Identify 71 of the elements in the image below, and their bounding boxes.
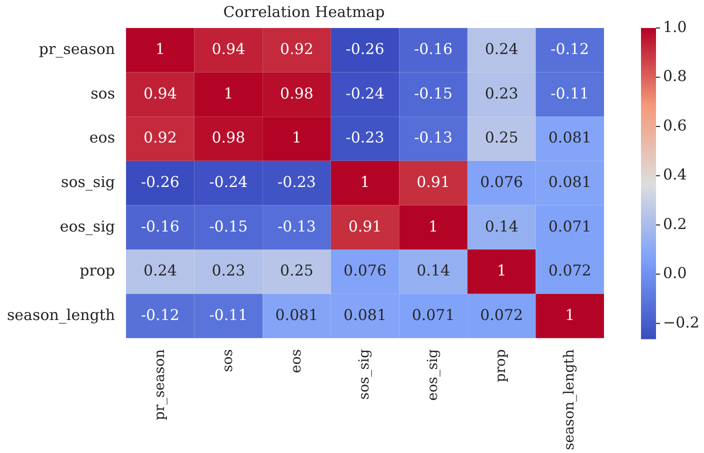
color-bar-label: 0.2 — [663, 214, 687, 233]
color-bar-label: 1.0 — [663, 18, 687, 36]
data-label: 1 — [360, 172, 370, 191]
data-label: -0.15 — [414, 84, 453, 102]
data-label: 1 — [496, 262, 506, 280]
data-label: 0.076 — [344, 262, 386, 280]
color-bar-label: 0.8 — [663, 67, 687, 86]
data-label: 0.14 — [484, 217, 518, 236]
data-label: 0.92 — [280, 40, 314, 58]
x-tick-label: eos_sig — [424, 349, 441, 401]
data-label: -0.16 — [140, 217, 180, 236]
y-tick-label: eos_sig — [60, 217, 116, 236]
data-label: 0.072 — [480, 306, 524, 324]
data-label: 1 — [155, 40, 165, 58]
data-label: 0.081 — [275, 306, 318, 324]
x-tick-label: sos_sig — [356, 349, 373, 400]
data-label: 0.081 — [344, 306, 386, 324]
data-label: 1 — [428, 217, 438, 236]
data-label: 1 — [565, 306, 575, 324]
data-label: 0.071 — [548, 217, 592, 236]
data-label: 0.23 — [212, 262, 246, 280]
y-tick-label: pr_season — [38, 40, 116, 58]
data-label: 0.072 — [548, 262, 592, 280]
x-tick-label: sos — [220, 349, 236, 372]
data-label: -0.26 — [140, 172, 180, 191]
data-label: 0.14 — [416, 262, 450, 280]
data-label: -0.23 — [278, 172, 316, 191]
data-label: 0.24 — [484, 40, 518, 58]
data-label: -0.12 — [140, 306, 180, 324]
data-label: 0.94 — [212, 40, 246, 58]
data-label: -0.11 — [209, 306, 248, 324]
x-tick-label: season_length — [562, 349, 578, 450]
x-tick-label: pr_season — [152, 349, 168, 420]
data-label: 0.94 — [143, 84, 177, 102]
chart-title: Correlation Heatmap — [223, 2, 385, 21]
y-tick-label: prop — [80, 262, 116, 280]
y-tick-label: sos_sig — [61, 172, 116, 191]
data-label: 0.23 — [484, 84, 518, 102]
data-label: 0.071 — [412, 306, 455, 324]
color-bar-label: 0.0 — [663, 264, 687, 282]
data-label: 0.076 — [480, 172, 524, 191]
x-tick-label: prop — [493, 349, 510, 382]
data-label: -0.23 — [346, 128, 384, 147]
data-label: -0.13 — [278, 217, 316, 236]
data-label: 1 — [224, 84, 234, 102]
data-label: -0.11 — [550, 84, 590, 102]
data-label: -0.13 — [414, 128, 453, 147]
y-tick-label: season_length — [6, 306, 116, 324]
data-label: 0.91 — [348, 217, 382, 236]
data-label: 0.98 — [212, 128, 246, 147]
data-label: -0.24 — [209, 172, 248, 191]
y-tick-label: sos — [90, 84, 116, 102]
data-label: -0.15 — [209, 217, 248, 236]
data-label: 0.98 — [280, 84, 314, 102]
color-bar-label: 0.6 — [663, 116, 687, 134]
data-label: 0.25 — [280, 262, 314, 280]
color-bar-label: −0.2 — [663, 313, 700, 332]
data-label: 0.24 — [143, 262, 177, 280]
data-label: -0.26 — [346, 40, 384, 58]
data-label: 0.92 — [143, 128, 177, 147]
data-label: -0.16 — [414, 40, 453, 58]
color-bar-label: 0.4 — [663, 166, 687, 184]
data-label: 0.081 — [548, 172, 592, 191]
data-label: 0.081 — [548, 128, 592, 147]
data-label: 0.91 — [416, 172, 450, 191]
data-label: 1 — [292, 128, 302, 147]
data-label: 0.25 — [484, 128, 518, 147]
x-tick-label: eos — [288, 349, 304, 374]
data-label: -0.24 — [346, 84, 384, 102]
y-tick-label: eos — [89, 128, 116, 147]
data-label: -0.12 — [550, 40, 590, 58]
